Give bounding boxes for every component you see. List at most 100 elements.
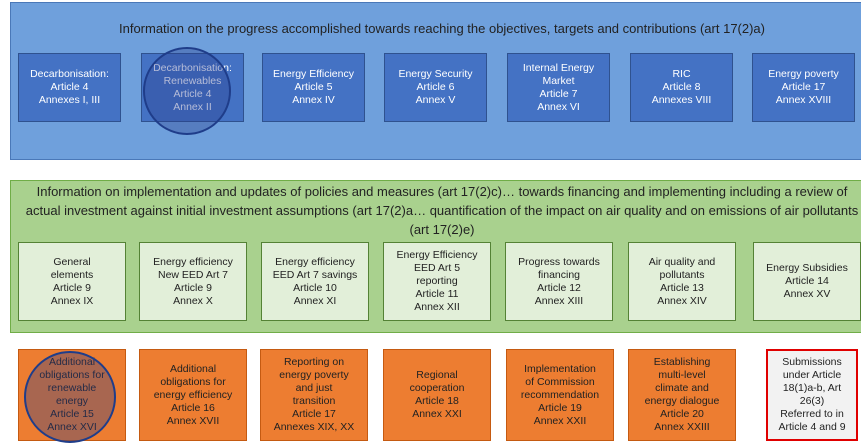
- box-line: elements: [50, 268, 94, 281]
- highlight-circle: [24, 351, 116, 443]
- box-line: Reporting on: [283, 356, 345, 368]
- box-line: General: [53, 255, 91, 268]
- box-line: Article 12: [537, 281, 581, 294]
- box-line: Annexes XIX, XX: [273, 421, 355, 433]
- box-line: Article 4: [50, 81, 89, 93]
- box-line: Annex IX: [50, 294, 94, 307]
- box-line: Energy Efficiency: [273, 68, 354, 80]
- box-line: Annex XIV: [657, 294, 707, 307]
- box: Energy Efficiency EED Art 5 reporting Artic…: [383, 242, 491, 321]
- box: Energy efficiency EED Art 7 savings Articl…: [261, 242, 369, 321]
- box: Submissions under Article 18(1)a-b, Art 26(…: [766, 349, 858, 441]
- box-line: Annex XVII: [166, 414, 220, 427]
- box: Decarbonisation: Article 4 Annexes I, III: [18, 53, 121, 122]
- box-line: Establishing: [653, 356, 711, 368]
- box: Establishing multi-level climate and energy…: [628, 349, 736, 441]
- box-line: Annex XII: [414, 301, 460, 313]
- box-line: Annex XXI: [412, 408, 462, 420]
- box: Energy Subsidies Article 14 Annex XV: [753, 242, 861, 321]
- box-line: under Article: [782, 369, 842, 381]
- box-line: Article 13: [660, 281, 704, 294]
- box-line: Annex XV: [783, 288, 831, 300]
- box: RIC Article 8 Annexes VIII: [630, 53, 733, 122]
- section-title: Information on the progress accomplished…: [118, 21, 765, 36]
- box-line: EED Art 5: [413, 262, 461, 274]
- box-line: New EED Art 7: [157, 268, 229, 281]
- box-line: reporting: [416, 275, 458, 287]
- box-line: Article 7: [539, 87, 578, 100]
- box-line: Implementation: [524, 362, 596, 375]
- box: Additional obligations for energy efficien…: [139, 349, 247, 441]
- box: Energy poverty Article 17 Annex XVIII: [752, 53, 855, 122]
- box-line: Article 4 and 9: [778, 421, 846, 433]
- box-line: Annexes I, III: [38, 94, 101, 106]
- box-line: 18(1)a-b, Art: [782, 382, 842, 394]
- box-line: Annex XXII: [533, 414, 587, 427]
- box-line: Submissions: [782, 356, 842, 368]
- box-line: Additional: [169, 362, 217, 375]
- box-line: Air quality and: [648, 255, 716, 268]
- box-line: Article 8: [662, 81, 701, 93]
- box-line: Annex XIII: [534, 294, 584, 307]
- box: Implementation of Commission recommendatio…: [506, 349, 614, 441]
- box-line: of Commission: [525, 375, 595, 388]
- box-line: Annex X: [173, 294, 213, 307]
- box-line: Market: [542, 74, 575, 87]
- box-line: Annex V: [415, 94, 456, 106]
- box-line: Energy Subsidies: [766, 262, 848, 274]
- box-line: Progress towards: [518, 255, 600, 268]
- box-line: Referred to in: [780, 408, 844, 420]
- box-line: obligations for: [160, 375, 226, 388]
- box: Regional cooperation Article 18 Annex XXI: [383, 349, 491, 441]
- box-line: Annex XVIII: [775, 94, 832, 106]
- box-line: Article 5: [294, 81, 333, 93]
- box-line: Annexes VIII: [651, 94, 712, 106]
- box-line: Article 10: [293, 281, 337, 294]
- box-line: RIC: [672, 68, 691, 80]
- box-line: 26(3): [799, 395, 825, 407]
- box-line: transition: [292, 395, 336, 407]
- box: Internal Energy Market Article 7 Annex VI: [507, 53, 610, 122]
- box-line: Article 6: [416, 81, 455, 93]
- box-line: Annex VI: [537, 100, 580, 113]
- box-line: energy poverty: [279, 369, 349, 381]
- box: General elements Article 9 Annex IX: [18, 242, 126, 321]
- box-line: Article 11: [415, 288, 459, 300]
- box-line: Annex IV: [292, 94, 335, 106]
- box-line: Annex XXIII: [654, 421, 710, 433]
- section-title: Information on implementation and update…: [25, 184, 859, 237]
- box-line: Energy efficiency: [275, 255, 355, 268]
- box: Progress towards financing Article 12 Annex…: [505, 242, 613, 321]
- box-line: and just: [295, 382, 333, 394]
- box-line: Article 18: [415, 395, 459, 407]
- box-line: EED Art 7 savings: [272, 268, 358, 281]
- box: Air quality and pollutants Article 13 Annex…: [628, 242, 736, 321]
- highlight-circle: [143, 47, 231, 135]
- box: Reporting on energy poverty and just transi…: [260, 349, 368, 441]
- box-line: Regional: [416, 369, 458, 381]
- box: Energy Security Article 6 Annex V: [384, 53, 487, 122]
- box-line: energy dialogue: [644, 395, 720, 407]
- box-line: Article 14: [785, 275, 829, 287]
- box-line: Article 20: [660, 408, 704, 420]
- box-line: Decarbonisation:: [30, 68, 109, 80]
- box-line: Energy Efficiency: [396, 249, 478, 261]
- box-line: financing: [537, 268, 581, 281]
- box-line: cooperation: [409, 382, 465, 394]
- box-line: Article 17: [292, 408, 336, 420]
- box-line: Energy Security: [398, 68, 473, 80]
- box-line: Article 19: [538, 401, 582, 414]
- box-line: Article 16: [171, 401, 215, 414]
- box-line: Article 17: [781, 81, 826, 93]
- box-line: Annex XI: [293, 294, 337, 307]
- box: Energy Efficiency Article 5 Annex IV: [262, 53, 365, 122]
- box-line: pollutants: [659, 268, 705, 281]
- box-line: Article 9: [53, 281, 91, 294]
- box-line: energy efficiency: [153, 388, 233, 401]
- box-line: climate and: [655, 382, 709, 394]
- box-line: Internal Energy: [522, 61, 595, 74]
- box-line: Energy efficiency: [153, 255, 233, 268]
- box-line: recommendation: [520, 388, 600, 401]
